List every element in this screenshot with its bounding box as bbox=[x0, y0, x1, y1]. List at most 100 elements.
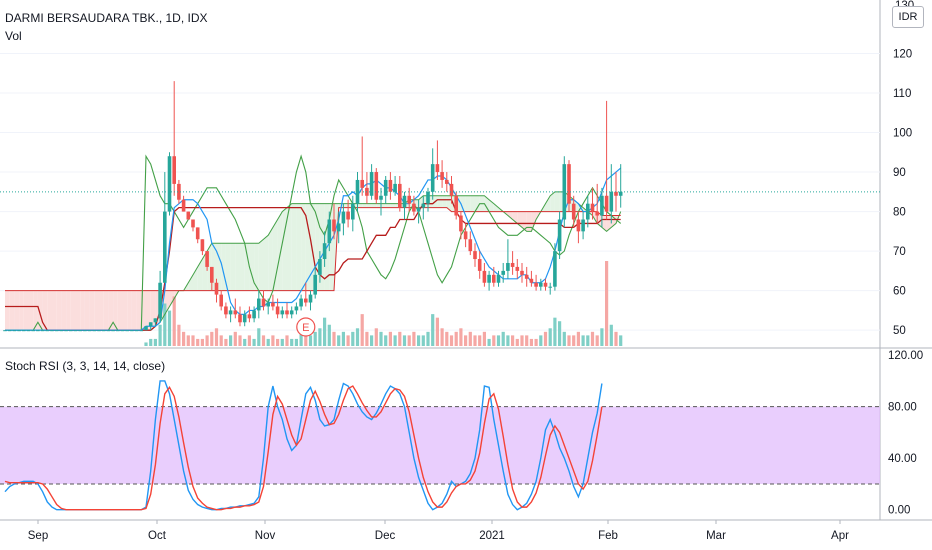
volume-bar bbox=[421, 335, 425, 346]
ichimoku-cloud-segment bbox=[296, 203, 302, 291]
ichimoku-cloud-segment bbox=[103, 290, 109, 331]
ichimoku-cloud-segment bbox=[371, 203, 377, 208]
ichimoku-cloud-segment bbox=[282, 207, 287, 291]
candle-body bbox=[111, 330, 115, 332]
candle-body bbox=[12, 330, 17, 332]
candle-body bbox=[548, 286, 552, 288]
ichimoku-cloud-segment bbox=[305, 203, 311, 291]
candle-body bbox=[210, 266, 214, 283]
volume-bar bbox=[482, 331, 486, 346]
candle-body bbox=[393, 183, 397, 192]
candle-body bbox=[506, 262, 510, 271]
candle-body bbox=[477, 259, 482, 271]
ichimoku-cloud-segment bbox=[484, 195, 490, 212]
volume-bar bbox=[243, 338, 247, 346]
candle-body bbox=[515, 266, 520, 271]
volume-bar bbox=[388, 331, 392, 346]
candle-body bbox=[299, 298, 303, 307]
candle-body bbox=[50, 330, 54, 332]
volume-bar bbox=[182, 331, 186, 346]
candle-body bbox=[407, 195, 411, 204]
volume-bar bbox=[384, 335, 388, 346]
ichimoku-cloud-segment bbox=[197, 259, 203, 291]
candle-body bbox=[553, 251, 557, 287]
volume-bar bbox=[586, 335, 590, 346]
candle-body bbox=[125, 330, 129, 332]
volume-bar bbox=[191, 335, 195, 346]
price-axis-label: 110 bbox=[893, 88, 911, 100]
ichimoku-cloud-segment bbox=[80, 290, 85, 331]
volume-bar bbox=[478, 335, 482, 346]
volume-bar bbox=[149, 338, 153, 346]
volume-bar bbox=[426, 331, 430, 346]
volume-bar bbox=[219, 335, 223, 346]
candle-body bbox=[195, 227, 200, 240]
ichimoku-cloud-segment bbox=[131, 290, 137, 331]
ichimoku-cloud-segment bbox=[113, 290, 118, 331]
volume-bar bbox=[567, 335, 571, 346]
volume-bar bbox=[614, 331, 618, 346]
candle-body bbox=[73, 330, 78, 332]
volume-bar bbox=[562, 331, 566, 346]
ichimoku-cloud-segment bbox=[75, 290, 81, 331]
volume-label: Vol bbox=[5, 29, 22, 43]
candle-body bbox=[106, 330, 111, 332]
stoch-rsi-d-line bbox=[4, 385, 603, 511]
candle-body bbox=[64, 330, 68, 332]
volume-bar bbox=[595, 335, 599, 346]
candle-body bbox=[567, 164, 571, 204]
candle-body bbox=[97, 330, 101, 332]
volume-bar bbox=[200, 338, 204, 346]
ichimoku-cloud-segment bbox=[366, 203, 372, 208]
volume-bar bbox=[576, 331, 580, 346]
volume-bar bbox=[153, 338, 157, 346]
volume-bar bbox=[186, 335, 190, 346]
volume-bar bbox=[511, 335, 515, 346]
candle-body bbox=[520, 270, 524, 275]
volume-bar bbox=[558, 321, 562, 346]
volume-bar bbox=[548, 328, 552, 346]
candle-body bbox=[501, 270, 505, 275]
ichimoku-cloud-segment bbox=[5, 290, 10, 331]
ichimoku-cloud-segment bbox=[188, 274, 193, 291]
candle-body bbox=[388, 179, 393, 192]
candle-body bbox=[92, 330, 97, 332]
ichimoku-cloud-segment bbox=[343, 203, 349, 208]
stoch-rsi-axis-label: 80.00 bbox=[888, 402, 917, 414]
volume-bar bbox=[501, 331, 505, 346]
ichimoku-cloud-segment bbox=[254, 243, 259, 291]
candle-body bbox=[45, 330, 50, 332]
ichimoku-cloud-segment bbox=[136, 290, 142, 331]
volume-bar bbox=[261, 335, 266, 346]
candle-body bbox=[595, 211, 599, 216]
time-axis-label: Dec bbox=[375, 530, 396, 542]
volume-bar bbox=[407, 335, 411, 346]
volume-bar bbox=[285, 335, 289, 346]
volume-bar bbox=[360, 314, 364, 346]
volume-bar bbox=[435, 317, 439, 346]
ichimoku-cloud-segment bbox=[381, 203, 386, 208]
candle-body bbox=[191, 219, 195, 228]
candle-body bbox=[78, 330, 82, 332]
candle-body bbox=[496, 274, 501, 283]
currency-badge[interactable]: IDR bbox=[892, 6, 924, 28]
volume-bar bbox=[290, 338, 294, 346]
earnings-marker bbox=[296, 317, 316, 337]
candle-body bbox=[247, 314, 252, 319]
volume-bar bbox=[449, 335, 454, 346]
ichimoku-cloud-segment bbox=[235, 243, 240, 291]
candle-body bbox=[571, 203, 576, 220]
ichimoku-cloud-segment bbox=[127, 290, 132, 331]
candle-body bbox=[468, 239, 473, 252]
candle-body bbox=[87, 330, 92, 332]
ichimoku-cloud-segment bbox=[52, 290, 57, 331]
volume-bar bbox=[553, 317, 557, 346]
candle-body bbox=[618, 191, 623, 196]
candle-body bbox=[473, 251, 477, 260]
candle-body bbox=[294, 306, 299, 311]
candle-body bbox=[543, 282, 548, 287]
volume-bar bbox=[487, 338, 491, 346]
ichimoku-cloud-segment bbox=[287, 203, 292, 291]
candle-body bbox=[398, 183, 402, 208]
candle-body bbox=[26, 330, 31, 332]
